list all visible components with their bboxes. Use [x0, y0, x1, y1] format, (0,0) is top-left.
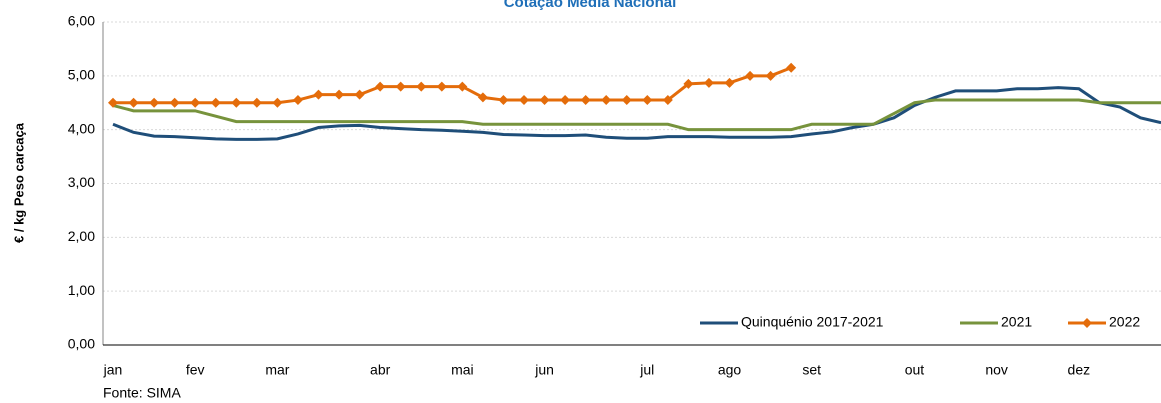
- marker: [190, 97, 201, 108]
- marker: [169, 97, 180, 108]
- marker: [375, 81, 386, 92]
- x-tick-label: set: [802, 362, 821, 378]
- legend-label: 2021: [1001, 314, 1032, 330]
- legend-marker: [1082, 318, 1092, 328]
- marker: [601, 95, 612, 106]
- x-tick-label: mai: [451, 362, 474, 378]
- marker: [621, 95, 632, 106]
- marker: [724, 77, 735, 88]
- marker: [272, 97, 283, 108]
- marker: [395, 81, 406, 92]
- marker: [477, 92, 488, 103]
- y-tick-label: 1,00: [68, 282, 95, 298]
- y-tick-label: 3,00: [68, 174, 95, 190]
- marker: [519, 95, 529, 106]
- source: Fonte: SIMA: [103, 385, 181, 401]
- marker: [683, 78, 694, 89]
- x-tick-label: jun: [534, 362, 554, 378]
- legend-label: Quinquénio 2017-2021: [741, 314, 884, 330]
- marker: [292, 95, 303, 106]
- marker: [354, 89, 365, 100]
- y-tick-label: 5,00: [68, 67, 95, 83]
- marker: [108, 97, 118, 108]
- marker: [786, 62, 797, 73]
- marker: [436, 81, 447, 92]
- x-tick-label: jan: [103, 362, 123, 378]
- x-tick-label: nov: [985, 362, 1008, 378]
- marker: [560, 95, 571, 106]
- y-tick-label: 0,00: [68, 336, 95, 352]
- x-tick-label: out: [905, 362, 925, 378]
- x-tick-label: mar: [265, 362, 289, 378]
- y-tick-label: 6,00: [68, 13, 95, 29]
- marker: [231, 97, 242, 108]
- marker: [416, 81, 427, 92]
- y-tick-label: 2,00: [68, 228, 95, 244]
- marker: [498, 95, 509, 106]
- y-axis-label: € / kg Peso carcaça: [11, 122, 26, 243]
- marker: [745, 70, 756, 81]
- marker: [251, 97, 262, 108]
- x-tick-label: jul: [639, 362, 654, 378]
- marker: [703, 77, 714, 88]
- chart-title: Cotação Média Nacional: [504, 0, 677, 11]
- marker: [210, 97, 221, 108]
- marker: [149, 97, 160, 108]
- marker: [765, 70, 776, 81]
- x-tick-label: abr: [370, 362, 391, 378]
- marker: [457, 81, 468, 92]
- marker: [580, 95, 591, 106]
- marker: [539, 95, 550, 106]
- marker: [313, 89, 324, 100]
- series-line: [113, 66, 792, 105]
- x-tick-label: fev: [186, 362, 205, 378]
- legend-label: 2022: [1109, 314, 1140, 330]
- series-line: [112, 98, 1161, 132]
- marker: [662, 95, 673, 106]
- x-tick-label: dez: [1068, 362, 1091, 378]
- y-tick-label: 4,00: [68, 120, 95, 136]
- marker: [128, 97, 139, 108]
- x-tick-label: ago: [718, 362, 742, 378]
- series-line: [112, 86, 1161, 141]
- marker: [334, 89, 345, 100]
- marker: [642, 95, 653, 106]
